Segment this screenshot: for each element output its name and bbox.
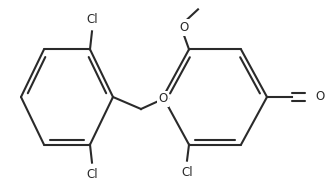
Text: O: O (315, 91, 324, 104)
Text: Cl: Cl (86, 168, 98, 181)
Text: Cl: Cl (181, 166, 193, 179)
Text: O: O (158, 92, 167, 105)
Text: O: O (179, 21, 189, 34)
Text: Cl: Cl (86, 13, 98, 26)
